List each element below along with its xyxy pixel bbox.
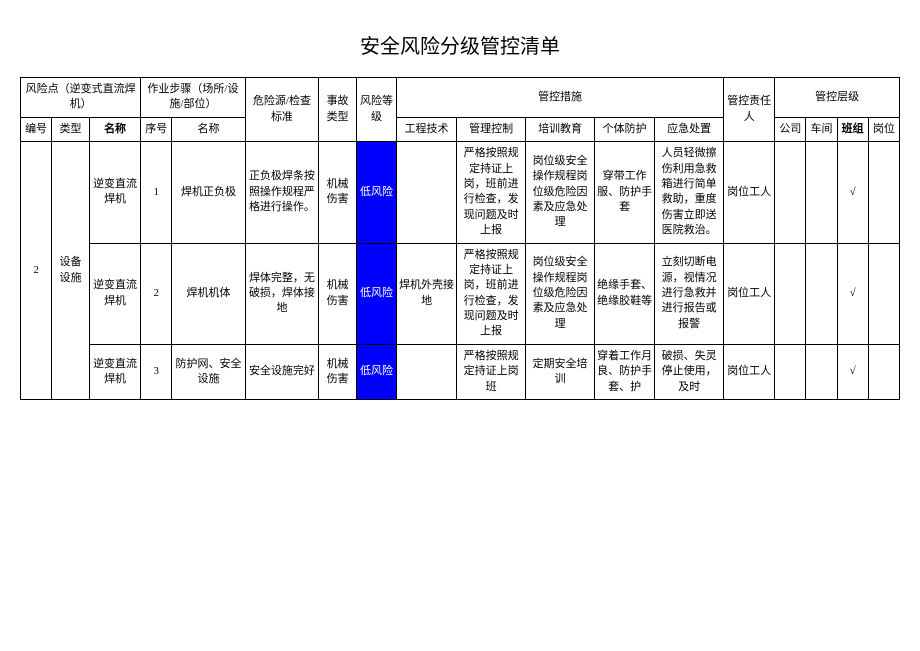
hdr-measures: 管控措施 bbox=[397, 78, 724, 118]
cell-name: 逆变直流焊机 bbox=[89, 344, 140, 399]
cell-resp: 岗位工人 bbox=[724, 344, 775, 399]
cell-seq: 1 bbox=[141, 142, 172, 243]
cell-workshop bbox=[806, 243, 837, 344]
cell-step: 焊机机体 bbox=[172, 243, 245, 344]
cell-step: 防护网、安全设施 bbox=[172, 344, 245, 399]
cell-ppe: 穿带工作服、防护手套 bbox=[595, 142, 655, 243]
cell-workshop bbox=[806, 142, 837, 243]
cell-emer: 立刻切断电源，视情况进行急救并进行报告或报警 bbox=[655, 243, 724, 344]
hdr-hazard: 危险源/检查标准 bbox=[245, 78, 318, 142]
cell-accident: 机械伤害 bbox=[319, 344, 357, 399]
hdr-train: 培训教育 bbox=[526, 117, 595, 141]
cell-eng bbox=[397, 142, 457, 243]
hdr-company: 公司 bbox=[775, 117, 806, 141]
cell-mgmt: 严格按照规定持证上岗班 bbox=[457, 344, 526, 399]
cell-risk: 低风险 bbox=[356, 344, 396, 399]
cell-name: 逆变直流焊机 bbox=[89, 142, 140, 243]
cell-mgmt: 严格按照规定持证上岗，班前进行检查，发现问题及时上报 bbox=[457, 243, 526, 344]
hdr-level: 管控层级 bbox=[775, 78, 900, 118]
cell-seq: 3 bbox=[141, 344, 172, 399]
table-row: 2 设备设施 逆变直流焊机 1 焊机正负极 正负极焊条按照操作规程严格进行操作。… bbox=[21, 142, 900, 243]
cell-risk: 低风险 bbox=[356, 243, 396, 344]
cell-team: √ bbox=[837, 243, 868, 344]
cell-risk: 低风险 bbox=[356, 142, 396, 243]
cell-team: √ bbox=[837, 142, 868, 243]
risk-table: 风险点（逆变式直流焊机） 作业步骤（场所/设施/部位） 危险源/检查标准 事故类… bbox=[20, 77, 900, 400]
hdr-risk-point: 风险点（逆变式直流焊机） bbox=[21, 78, 141, 118]
cell-team: √ bbox=[837, 344, 868, 399]
cell-ppe: 绝缘手套、绝缘胶鞋等 bbox=[595, 243, 655, 344]
hdr-post: 岗位 bbox=[868, 117, 899, 141]
cell-hazard: 正负极焊条按照操作规程严格进行操作。 bbox=[245, 142, 318, 243]
cell-emer: 破损、失灵停止使用，及时 bbox=[655, 344, 724, 399]
hdr-eng: 工程技术 bbox=[397, 117, 457, 141]
hdr-workshop: 车间 bbox=[806, 117, 837, 141]
hdr-id: 编号 bbox=[21, 117, 52, 141]
cell-company bbox=[775, 142, 806, 243]
hdr-name: 名称 bbox=[89, 117, 140, 141]
cell-mgmt: 严格按照规定持证上岗，班前进行检查，发现问题及时上报 bbox=[457, 142, 526, 243]
cell-train: 岗位级安全操作规程岗位级危险因素及应急处理 bbox=[526, 243, 595, 344]
cell-name: 逆变直流焊机 bbox=[89, 243, 140, 344]
cell-type: 设备设施 bbox=[52, 142, 90, 400]
hdr-mgmt: 管理控制 bbox=[457, 117, 526, 141]
cell-hazard: 安全设施完好 bbox=[245, 344, 318, 399]
cell-accident: 机械伤害 bbox=[319, 142, 357, 243]
cell-seq: 2 bbox=[141, 243, 172, 344]
hdr-step-name: 名称 bbox=[172, 117, 245, 141]
cell-emer: 人员轻微擦伤利用急救箱进行简单救助，重度伤害立即送医院救治。 bbox=[655, 142, 724, 243]
hdr-risk-level: 风险等级 bbox=[356, 78, 396, 142]
hdr-seq: 序号 bbox=[141, 117, 172, 141]
cell-post bbox=[868, 142, 899, 243]
hdr-emer: 应急处置 bbox=[655, 117, 724, 141]
cell-step: 焊机正负极 bbox=[172, 142, 245, 243]
header-row-1: 风险点（逆变式直流焊机） 作业步骤（场所/设施/部位） 危险源/检查标准 事故类… bbox=[21, 78, 900, 118]
cell-company bbox=[775, 243, 806, 344]
hdr-team: 班组 bbox=[837, 117, 868, 141]
table-row: 逆变直流焊机 2 焊机机体 焊体完整，无破损，焊体接地 机械伤害 低风险 焊机外… bbox=[21, 243, 900, 344]
cell-hazard: 焊体完整，无破损，焊体接地 bbox=[245, 243, 318, 344]
hdr-responsible: 管控责任人 bbox=[724, 78, 775, 142]
cell-resp: 岗位工人 bbox=[724, 243, 775, 344]
cell-ppe: 穿着工作月良、防护手套、护 bbox=[595, 344, 655, 399]
cell-accident: 机械伤害 bbox=[319, 243, 357, 344]
table-row: 逆变直流焊机 3 防护网、安全设施 安全设施完好 机械伤害 低风险 严格按照规定… bbox=[21, 344, 900, 399]
cell-eng: 焊机外壳接地 bbox=[397, 243, 457, 344]
cell-id: 2 bbox=[21, 142, 52, 400]
cell-post bbox=[868, 344, 899, 399]
cell-resp: 岗位工人 bbox=[724, 142, 775, 243]
hdr-ppe: 个体防护 bbox=[595, 117, 655, 141]
cell-workshop bbox=[806, 344, 837, 399]
hdr-accident: 事故类型 bbox=[319, 78, 357, 142]
hdr-type: 类型 bbox=[52, 117, 90, 141]
hdr-step: 作业步骤（场所/设施/部位） bbox=[141, 78, 246, 118]
cell-eng bbox=[397, 344, 457, 399]
cell-post bbox=[868, 243, 899, 344]
cell-train: 定期安全培训 bbox=[526, 344, 595, 399]
page-title: 安全风险分级管控清单 bbox=[20, 30, 900, 59]
cell-train: 岗位级安全操作规程岗位级危险因素及应急处理 bbox=[526, 142, 595, 243]
cell-company bbox=[775, 344, 806, 399]
